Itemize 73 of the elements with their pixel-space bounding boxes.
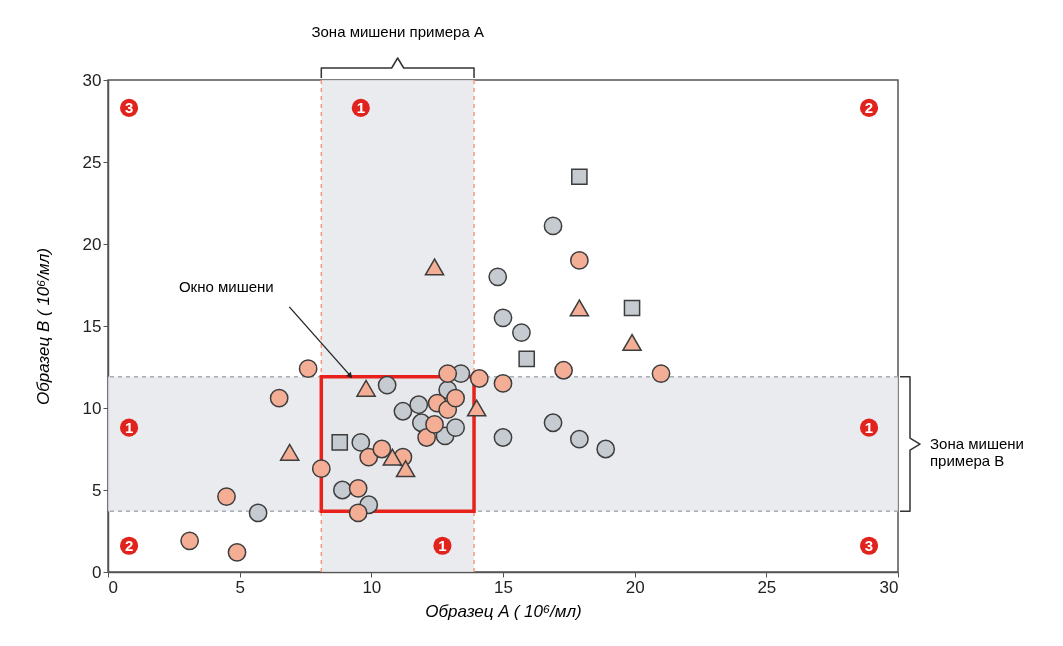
annotation: 1 bbox=[864, 418, 874, 436]
point bbox=[424, 258, 445, 276]
point bbox=[298, 359, 318, 379]
point bbox=[543, 216, 563, 236]
point bbox=[217, 487, 236, 506]
y-tick-label: 20 bbox=[82, 234, 102, 254]
annotation: 2 bbox=[864, 98, 874, 116]
y-tick-label: 30 bbox=[82, 70, 102, 90]
point bbox=[248, 503, 268, 523]
annotation: 1 bbox=[124, 418, 134, 436]
point bbox=[571, 168, 588, 186]
point bbox=[332, 480, 352, 500]
y-tick-label: 0 bbox=[92, 562, 102, 582]
point bbox=[351, 433, 371, 452]
point bbox=[466, 399, 487, 417]
point bbox=[348, 503, 368, 523]
band-label: Зона мишени примера A bbox=[311, 23, 484, 40]
point bbox=[569, 429, 589, 449]
point bbox=[554, 360, 573, 380]
point bbox=[393, 401, 413, 421]
point bbox=[569, 299, 590, 317]
point bbox=[359, 447, 379, 467]
point bbox=[512, 323, 531, 342]
point bbox=[469, 369, 489, 388]
y-tick-label: 10 bbox=[82, 398, 102, 418]
point bbox=[438, 364, 458, 383]
point bbox=[356, 379, 376, 397]
point bbox=[180, 531, 200, 551]
point bbox=[493, 374, 513, 393]
annotation: 1 bbox=[356, 98, 365, 116]
point bbox=[543, 413, 563, 433]
x-tick-label: 15 bbox=[494, 577, 513, 597]
point bbox=[377, 375, 397, 395]
x-tick-label: 0 bbox=[108, 577, 118, 597]
y-tick-label: 15 bbox=[82, 316, 102, 336]
y-tick-label: 5 bbox=[92, 480, 102, 500]
x-tick-label: 25 bbox=[757, 577, 777, 597]
point bbox=[651, 364, 671, 383]
point bbox=[279, 443, 300, 461]
annotation: 2 bbox=[124, 536, 134, 554]
point bbox=[348, 478, 368, 498]
y-axis-title: Образец B ( 10⁶/мл) bbox=[33, 248, 53, 405]
annotation: Окно мишени bbox=[178, 277, 274, 295]
point bbox=[446, 388, 466, 408]
point bbox=[488, 267, 508, 287]
point bbox=[623, 299, 641, 317]
point bbox=[409, 395, 429, 415]
point bbox=[446, 418, 466, 438]
point bbox=[382, 448, 403, 466]
point bbox=[331, 434, 349, 451]
point bbox=[622, 333, 642, 352]
band-label: Зона мишени примера B bbox=[930, 435, 1024, 470]
point bbox=[493, 308, 513, 328]
annotation: 3 bbox=[124, 98, 134, 116]
x-tick-label: 20 bbox=[625, 577, 645, 597]
annotation: 1 bbox=[438, 536, 447, 554]
point bbox=[596, 439, 616, 459]
annotation: 3 bbox=[864, 536, 874, 554]
point bbox=[227, 542, 247, 562]
point bbox=[372, 439, 392, 459]
x-tick-label: 10 bbox=[362, 577, 382, 597]
x-axis-title: Образец A ( 10⁶/мл) bbox=[425, 601, 582, 621]
point bbox=[425, 415, 444, 434]
x-tick-label: 30 bbox=[879, 577, 899, 597]
point bbox=[518, 350, 536, 368]
point bbox=[311, 459, 331, 479]
y-tick-label: 25 bbox=[82, 152, 102, 172]
point bbox=[569, 251, 589, 270]
point bbox=[269, 388, 289, 408]
point bbox=[395, 460, 416, 478]
x-tick-label: 5 bbox=[235, 577, 245, 597]
point bbox=[493, 428, 513, 447]
point bbox=[417, 428, 437, 447]
